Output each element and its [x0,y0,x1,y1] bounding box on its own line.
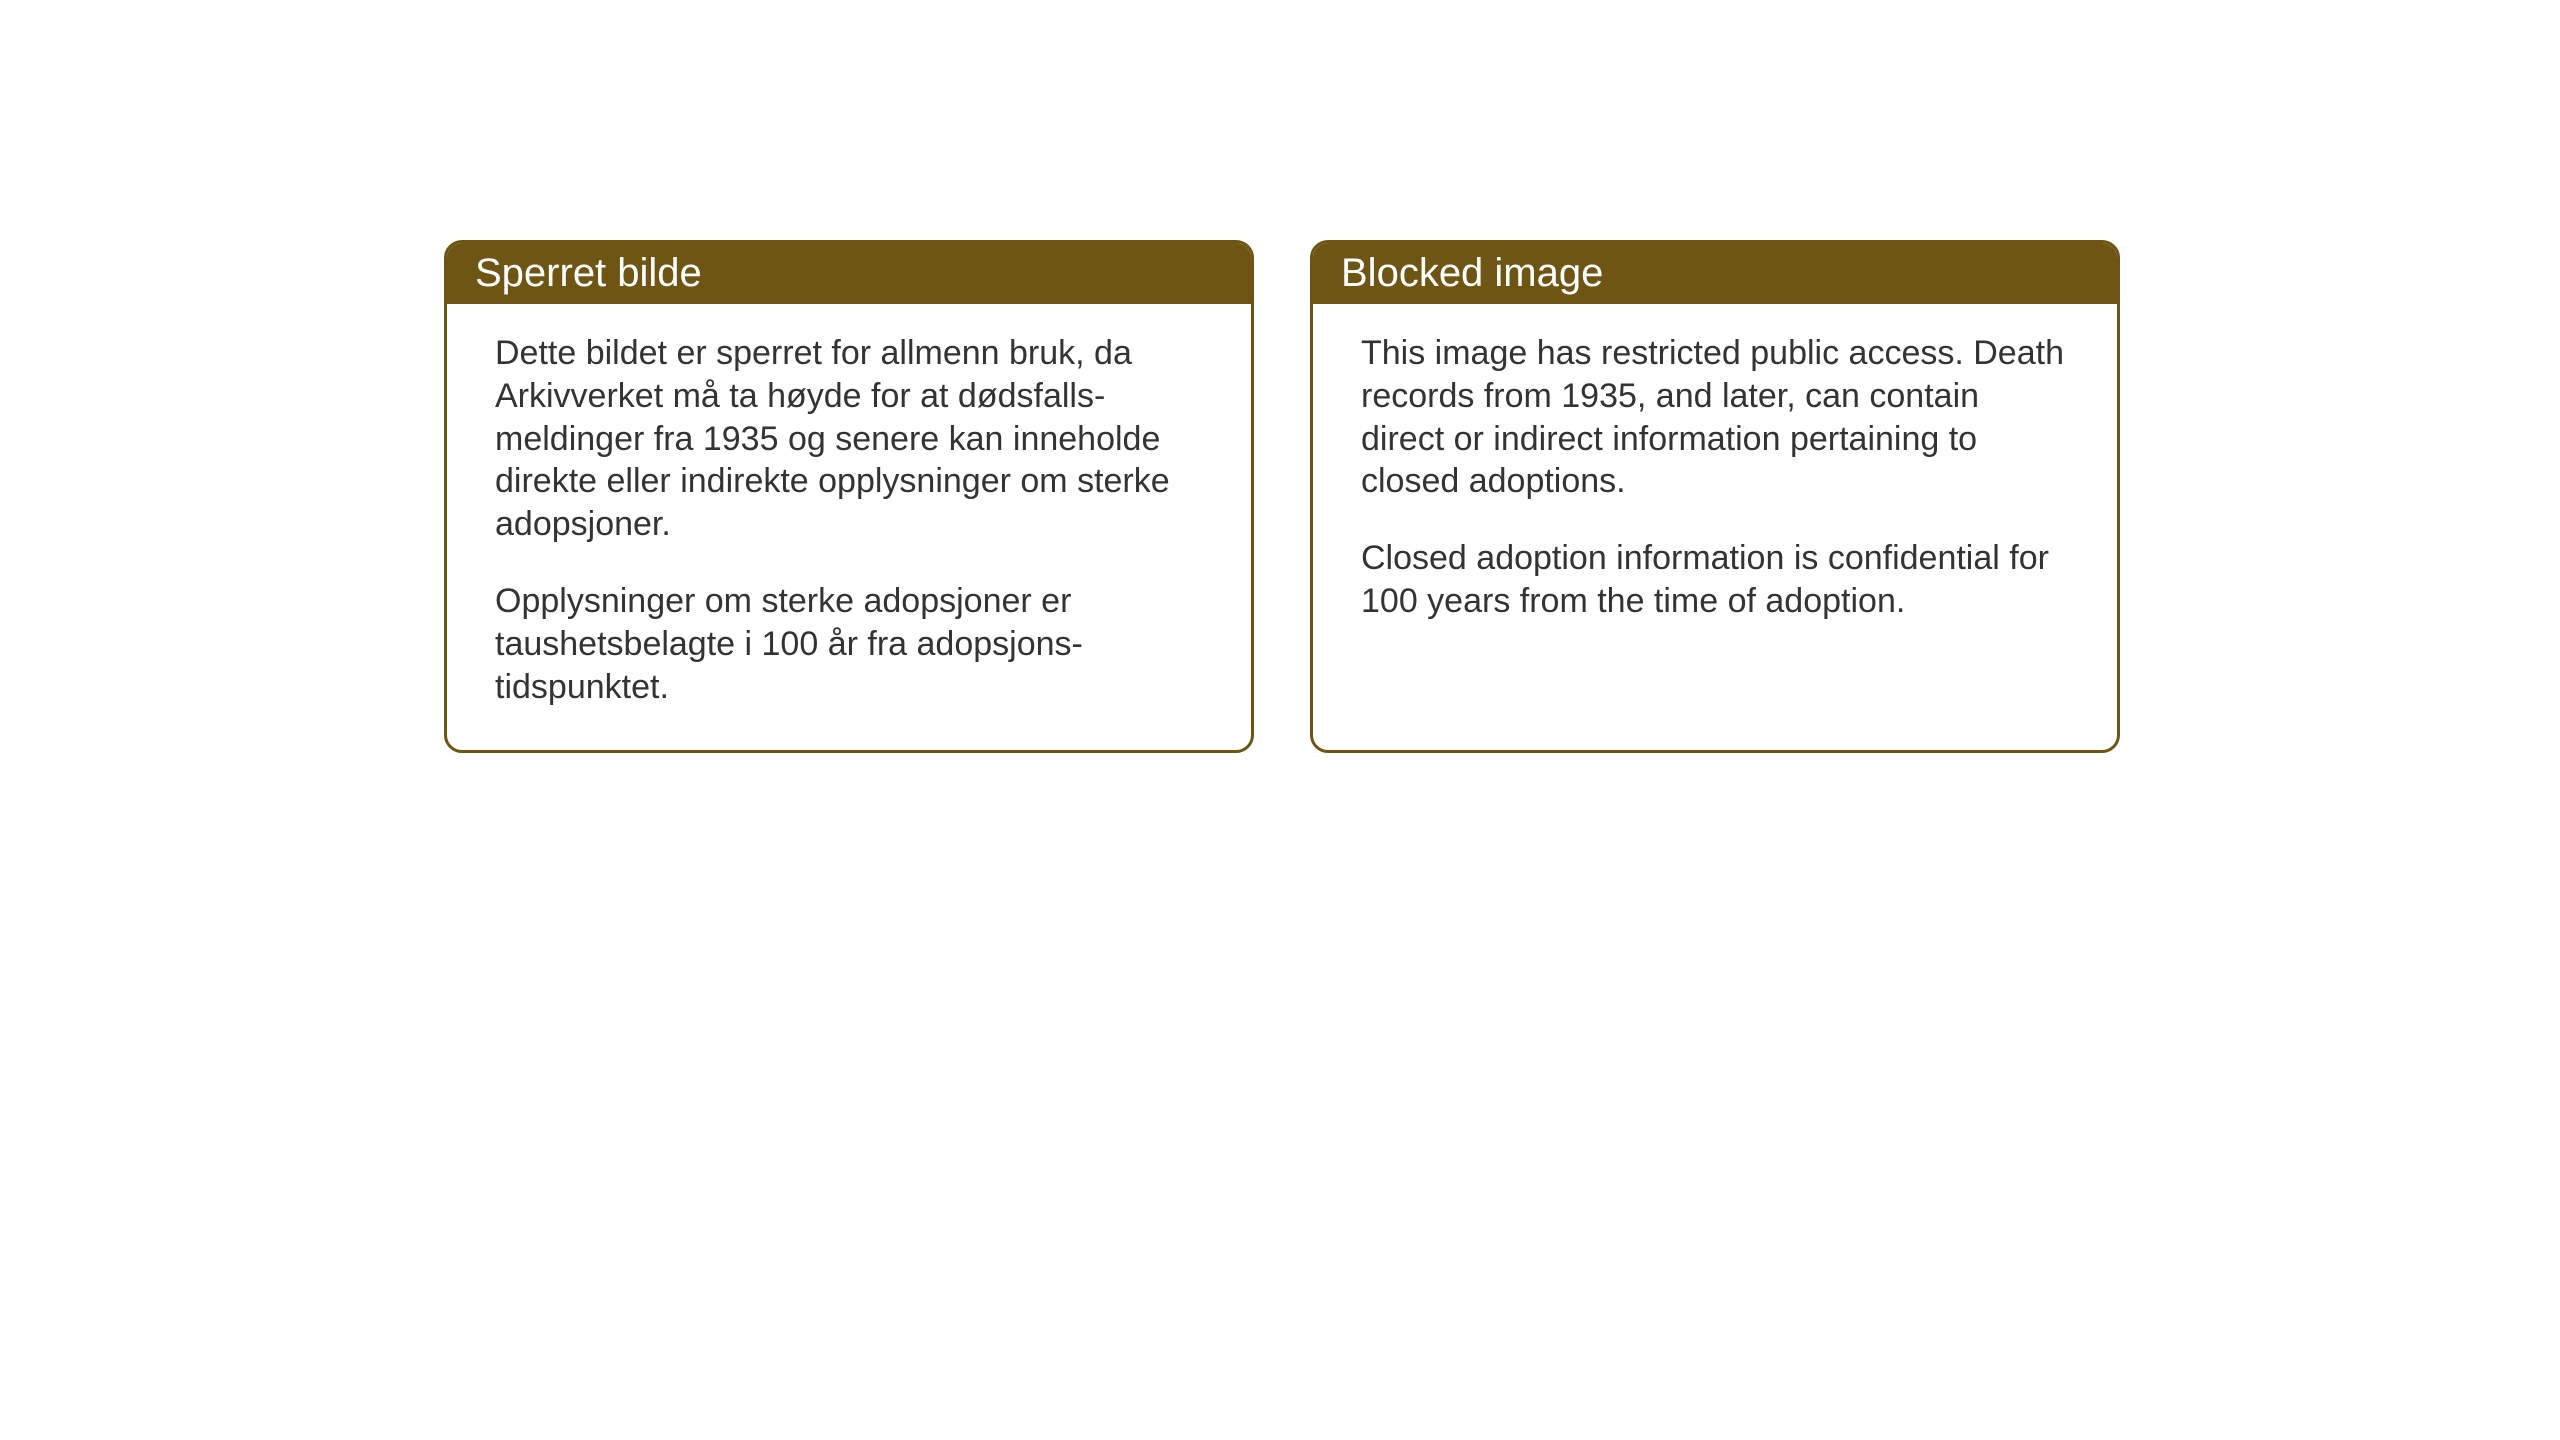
notice-cards-container: Sperret bilde Dette bildet er sperret fo… [444,240,2120,753]
english-card-body: This image has restricted public access.… [1313,304,2117,663]
english-paragraph-1: This image has restricted public access.… [1361,332,2069,503]
norwegian-card-title: Sperret bilde [447,243,1251,304]
english-notice-card: Blocked image This image has restricted … [1310,240,2120,753]
norwegian-notice-card: Sperret bilde Dette bildet er sperret fo… [444,240,1254,753]
norwegian-paragraph-2: Opplysninger om sterke adopsjoner er tau… [495,580,1203,708]
english-paragraph-2: Closed adoption information is confident… [1361,537,2069,623]
english-card-title: Blocked image [1313,243,2117,304]
norwegian-paragraph-1: Dette bildet er sperret for allmenn bruk… [495,332,1203,546]
norwegian-card-body: Dette bildet er sperret for allmenn bruk… [447,304,1251,749]
